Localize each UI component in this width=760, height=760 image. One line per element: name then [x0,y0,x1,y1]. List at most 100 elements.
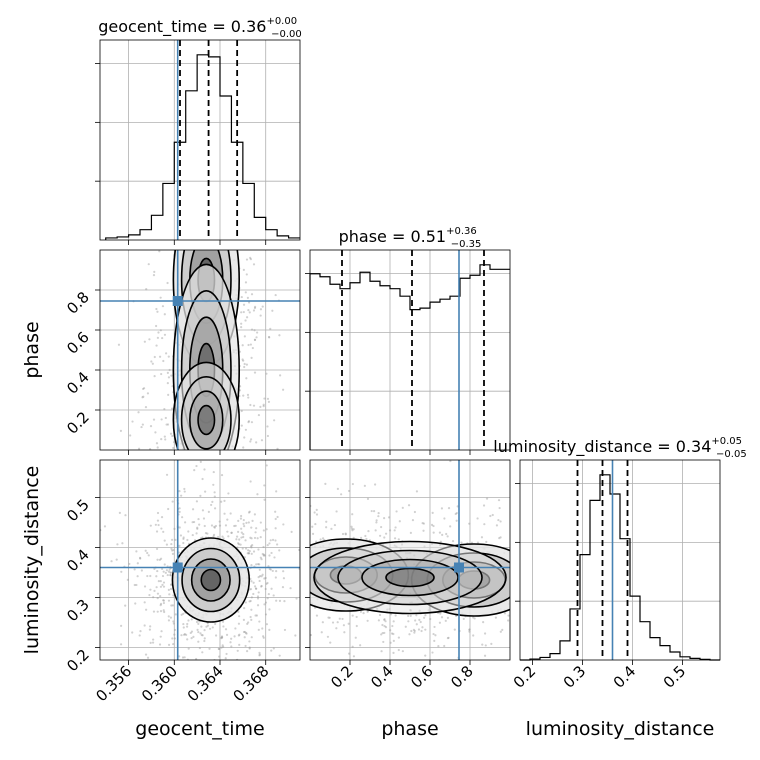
scatter-geocent_time-vs-luminosity_distance-sample-point [149,574,152,578]
scatter-phase-vs-luminosity_distance-sample-point [266,549,268,551]
scatter-phase-vs-luminosity_distance-sample-point [333,523,337,527]
scatter-geocent_time-vs-luminosity_distance-sample-point [230,645,233,648]
scatter-phase-vs-luminosity_distance-sample-point [279,536,281,538]
scatter-phase-vs-luminosity_distance-contour-2-1 [337,549,483,606]
scatter-phase-vs-luminosity_distance-sample-point [545,628,547,630]
scatter-phase-vs-luminosity_distance-sample-point [142,533,144,535]
scatter-geocent_time-vs-luminosity_distance-sample-point [250,596,253,599]
scatter-geocent_time-vs-luminosity_distance-sample-point [165,569,169,572]
scatter-geocent_time-vs-luminosity_distance-sample-point [213,525,216,528]
scatter-phase-vs-luminosity_distance-sample-point [341,532,345,536]
scatter-geocent_time-vs-luminosity_distance-sample-point [250,564,253,567]
scatter-geocent_time-vs-phase-sample-point [245,258,249,261]
scatter-geocent_time-vs-luminosity_distance-sample-point [182,622,185,626]
scatter-phase-vs-luminosity_distance-sample-point [382,640,385,644]
scatter-phase-vs-luminosity_distance-sample-point [444,619,447,622]
scatter-geocent_time-vs-phase-sample-point [169,513,171,515]
scatter-phase-vs-luminosity_distance-sample-point [527,641,529,643]
scatter-geocent_time-vs-phase-sample-point [257,413,261,417]
scatter-geocent_time-vs-luminosity_distance-sample-point [233,635,236,638]
scatter-phase-vs-luminosity_distance-sample-point [279,562,281,564]
scatter-geocent_time-vs-phase-sample-point [252,309,256,312]
scatter-geocent_time-vs-luminosity_distance-sample-point [256,597,260,600]
scatter-phase-vs-luminosity_distance-sample-point [476,517,479,520]
scatter-geocent_time-vs-luminosity_distance-sample-point [181,675,183,677]
scatter-geocent_time-vs-luminosity_distance-sample-point [242,522,245,526]
bottom-luminosity_distance-xtick-label: 0.2 [510,662,540,692]
scatter-geocent_time-vs-phase-sample-point [250,212,252,214]
scatter-phase-vs-luminosity_distance-sample-point [381,623,384,627]
scatter-geocent_time-vs-phase-sample-point [266,425,269,428]
scatter-phase-vs-luminosity_distance-sample-point [561,564,563,566]
scatter-geocent_time-vs-phase-sample-point [207,524,209,526]
scatter-phase-vs-luminosity_distance-sample-point [540,631,542,633]
scatter-phase-vs-luminosity_distance-sample-point [365,537,368,541]
scatter-phase-vs-luminosity_distance-sample-point [546,588,548,590]
scatter-phase-vs-luminosity_distance-sample-point [432,524,435,528]
scatter-geocent_time-vs-phase-sample-point [216,150,218,152]
scatter-geocent_time-vs-phase-sample-point [212,466,214,468]
scatter-geocent_time-vs-phase-sample-point [236,188,238,190]
scatter-geocent_time-vs-luminosity_distance-sample-point [167,619,171,622]
scatter-geocent_time-vs-phase-sample-point [158,454,160,456]
scatter-geocent_time-vs-luminosity_distance-sample-point [218,520,221,523]
scatter-geocent_time-vs-luminosity_distance-sample-point [173,527,176,530]
hist-geocent_time-histogram [105,54,300,240]
scatter-phase-vs-luminosity_distance-sample-point [389,629,392,632]
scatter-geocent_time-vs-luminosity_distance-sample-point [139,630,142,633]
scatter-geocent_time-vs-phase-sample-point [211,134,213,136]
scatter-phase-vs-luminosity_distance-sample-point [511,541,513,543]
scatter-geocent_time-vs-luminosity_distance-sample-point [235,535,239,538]
scatter-phase-vs-luminosity_distance-sample-point [614,589,616,591]
scatter-phase-vs-luminosity_distance-sample-point [438,621,441,624]
scatter-phase-vs-luminosity_distance-sample-point [304,561,306,563]
scatter-phase-vs-luminosity_distance-sample-point [302,540,304,542]
scatter-phase-vs-luminosity_distance-sample-point [446,535,449,538]
scatter-phase-vs-luminosity_distance-sample-point [383,536,386,539]
scatter-geocent_time-vs-phase-sample-point [183,209,185,211]
scatter-phase-vs-luminosity_distance-sample-point [267,574,269,576]
scatter-phase-vs-luminosity_distance-sample-point [484,644,487,647]
scatter-geocent_time-vs-luminosity_distance-sample-point [247,521,250,524]
scatter-geocent_time-vs-luminosity_distance-sample-point [170,542,173,546]
scatter-geocent_time-vs-phase-sample-point [228,228,230,230]
scatter-geocent_time-vs-phase-sample-point [167,376,171,379]
scatter-geocent_time-vs-phase-sample-point [217,220,219,222]
scatter-phase-vs-luminosity_distance-sample-point [330,527,333,530]
scatter-geocent_time-vs-luminosity_distance-sample-point [253,585,257,588]
scatter-geocent_time-vs-luminosity_distance-sample-point [171,637,174,640]
scatter-phase-vs-luminosity_distance-sample-point [510,621,512,623]
scatter-geocent_time-vs-luminosity_distance-sample-point [274,539,277,542]
scatter-geocent_time-vs-phase-sample-point [147,263,150,266]
scatter-phase-vs-luminosity_distance-sample-point [407,614,410,617]
ylabel-luminosity_distance: luminosity_distance [21,466,43,655]
scatter-phase-vs-luminosity_distance-sample-point [277,487,279,489]
scatter-phase-vs-luminosity_distance-sample-point [499,520,502,523]
scatter-phase-vs-luminosity_distance-sample-point [550,565,552,567]
scatter-geocent_time-vs-luminosity_distance-sample-point [298,548,300,552]
scatter-phase-vs-luminosity_distance-sample-point [476,541,480,544]
scatter-phase-vs-luminosity_distance-sample-point [413,629,416,632]
scatter-geocent_time-vs-luminosity_distance-sample-point [196,628,199,631]
left-phase-ytick-label: 0.6 [63,328,93,358]
scatter-geocent_time-vs-luminosity_distance-sample-point [167,570,170,573]
scatter-geocent_time-vs-luminosity_distance-sample-point [243,630,246,634]
scatter-phase-vs-luminosity_distance-sample-point [608,594,610,596]
scatter-geocent_time-vs-phase-sample-point [192,221,194,223]
scatter-geocent_time-vs-phase-sample-point [243,365,246,369]
scatter-phase-vs-luminosity_distance-sample-point [365,672,367,674]
scatter-geocent_time-vs-phase-sample-point [256,504,258,506]
scatter-geocent_time-vs-luminosity_distance-sample-point [239,517,243,520]
scatter-phase-vs-luminosity_distance-sample-point [567,571,569,573]
scatter-phase-vs-luminosity_distance-panel [142,460,616,674]
scatter-geocent_time-vs-luminosity_distance-sample-point [195,464,198,468]
scatter-phase-vs-luminosity_distance-sample-point [528,554,530,556]
scatter-phase-vs-luminosity_distance-sample-point [563,566,565,568]
scatter-phase-vs-luminosity_distance-sample-point [380,650,383,653]
scatter-geocent_time-vs-phase-sample-point [250,356,253,360]
scatter-geocent_time-vs-luminosity_distance-sample-point [155,575,158,578]
scatter-geocent_time-vs-luminosity_distance-sample-point [218,524,222,527]
scatter-geocent_time-vs-luminosity_distance-sample-point [183,656,186,659]
scatter-phase-vs-luminosity_distance-sample-point [289,517,291,519]
scatter-geocent_time-vs-luminosity_distance-sample-point [213,507,217,510]
